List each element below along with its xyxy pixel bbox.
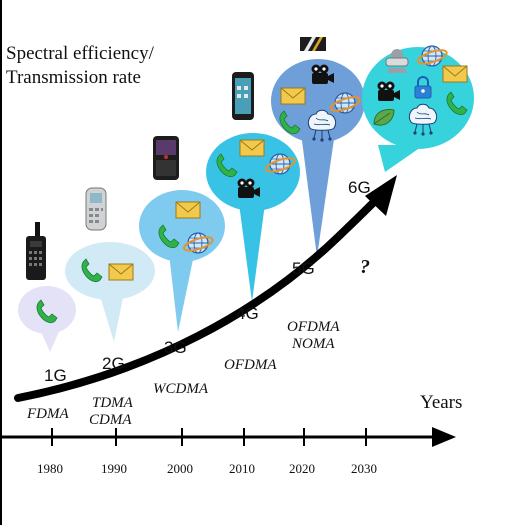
- tech-label-5g-line-2: NOMA: [292, 336, 335, 352]
- tech-label-1g: FDMA: [27, 406, 69, 422]
- bubble-1g: [18, 286, 76, 352]
- year-label-2010: 2010: [229, 461, 255, 476]
- generation-label-1g: 1G: [44, 366, 67, 385]
- axis-ticks: [51, 428, 367, 446]
- bubble-4g: [206, 133, 300, 302]
- year-label-2000: 2000: [167, 461, 193, 476]
- year-label-1990: 1990: [101, 461, 127, 476]
- envelope-icon: [280, 87, 306, 105]
- generation-label-5g: 5G: [292, 259, 315, 278]
- envelope-icon: [239, 139, 265, 157]
- year-label-2020: 2020: [289, 461, 315, 476]
- generation-label-4g: 4G: [236, 304, 259, 323]
- unknown-question-mark: ?: [360, 256, 370, 278]
- feature-phone-icon: [85, 187, 107, 231]
- envelope-icon: [442, 65, 468, 83]
- y-axis-label-line-1: Spectral efficiency/: [6, 43, 154, 64]
- year-label-2030: 2030: [351, 461, 377, 476]
- bubble-5g: [271, 59, 365, 257]
- growth-arrow-head: [365, 175, 397, 216]
- envelope-icon: [175, 201, 201, 219]
- time-axis-arrowhead: [432, 427, 456, 447]
- tech-label-4g: OFDMA: [224, 357, 277, 373]
- tablet-icon: [300, 37, 326, 51]
- smartphone-keyboard-icon: [153, 136, 179, 180]
- envelope-icon: [108, 263, 134, 281]
- tech-label-2g-line-1: TDMA: [92, 395, 133, 411]
- year-label-1980: 1980: [37, 461, 63, 476]
- generation-label-6g: 6G: [348, 178, 371, 197]
- tech-label-2g-line-2: CDMA: [89, 412, 132, 428]
- brick-phone-icon: [26, 222, 46, 280]
- generation-label-3g: 3G: [164, 338, 187, 357]
- growth-arrow: [14, 194, 382, 402]
- tech-label-5g-line-1: OFDMA: [287, 319, 340, 335]
- bubble-2g: [65, 242, 155, 342]
- mobile-device-icon: [232, 72, 254, 120]
- tech-label-3g: WCDMA: [153, 381, 208, 397]
- x-axis-label: Years: [420, 392, 463, 413]
- generation-label-2g: 2G: [102, 354, 125, 373]
- y-axis-label-line-2: Transmission rate: [6, 67, 141, 88]
